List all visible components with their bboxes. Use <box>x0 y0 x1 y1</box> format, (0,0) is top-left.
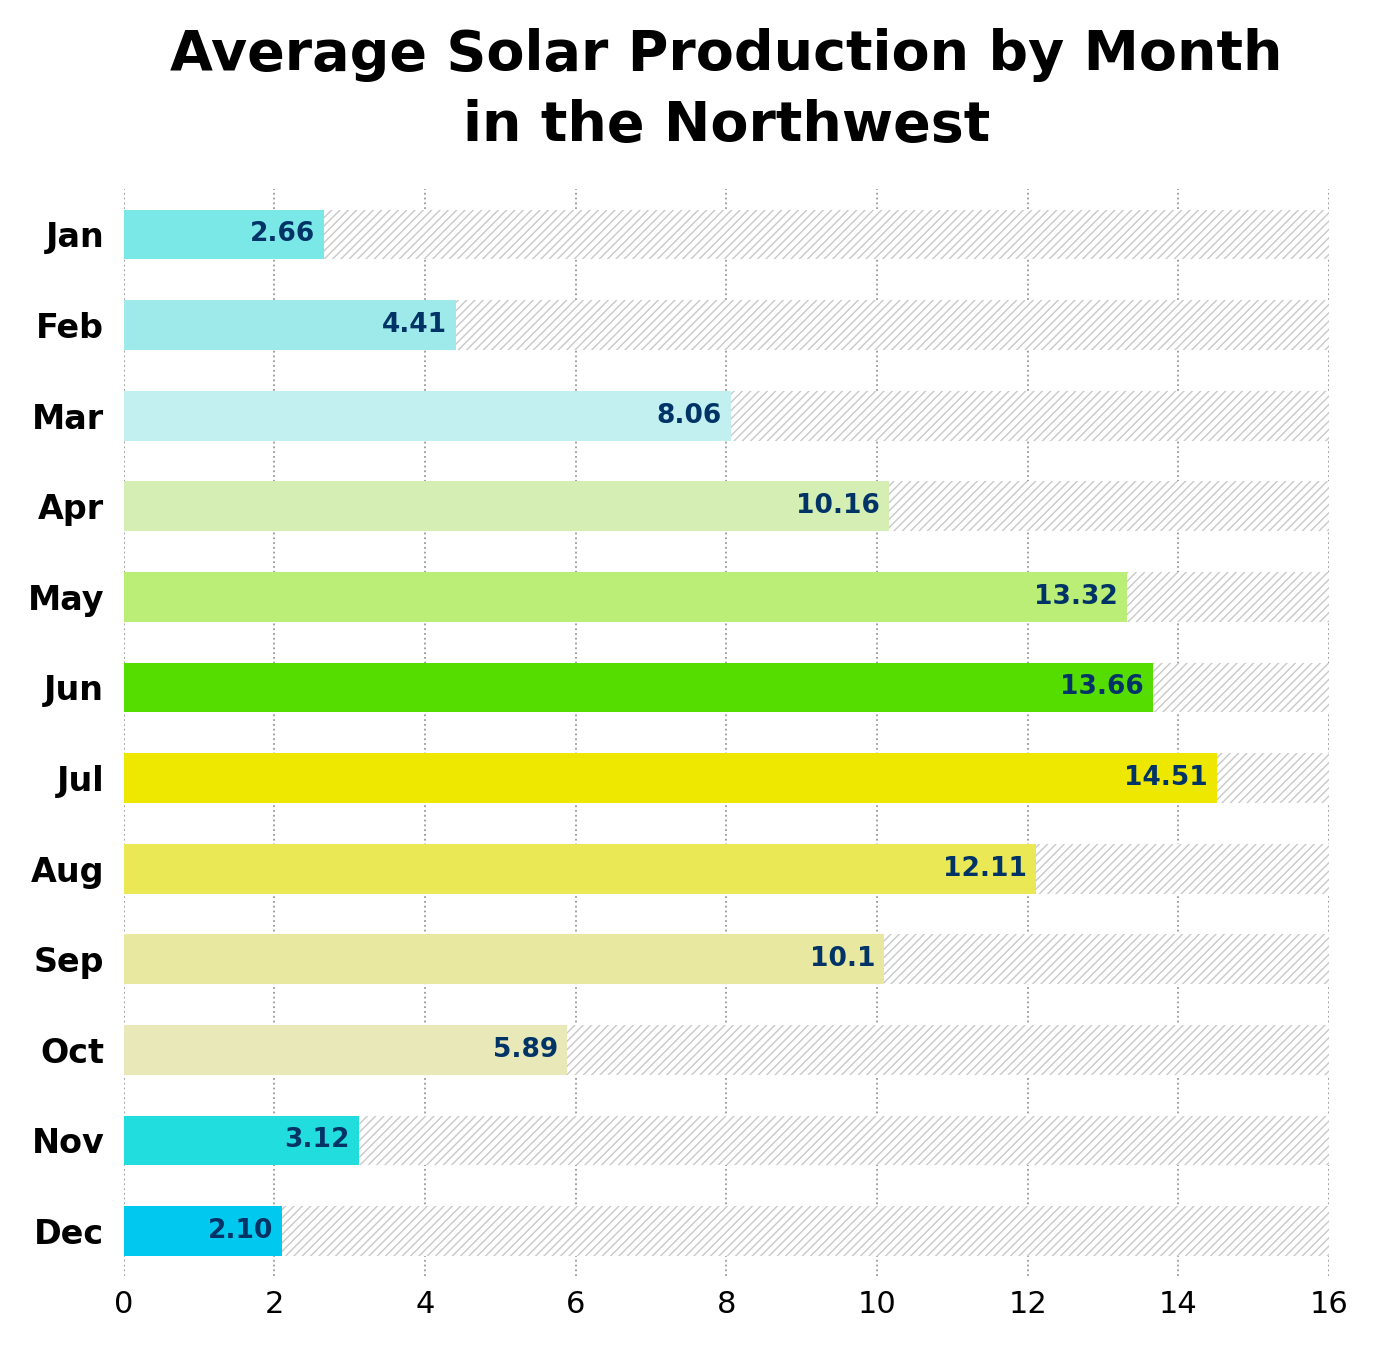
Text: 13.66: 13.66 <box>1060 675 1143 700</box>
Title: Average Solar Production by Month
in the Northwest: Average Solar Production by Month in the… <box>171 28 1282 152</box>
Bar <box>124 753 1216 803</box>
Bar <box>124 935 1329 985</box>
Bar <box>124 391 731 440</box>
Text: 10.16: 10.16 <box>797 493 879 520</box>
Bar <box>124 391 1329 440</box>
Bar <box>124 391 1329 440</box>
Text: 5.89: 5.89 <box>493 1037 559 1063</box>
Bar <box>124 481 1329 531</box>
Bar <box>124 663 1329 713</box>
Text: 4.41: 4.41 <box>381 313 447 338</box>
Bar <box>124 481 889 531</box>
Bar <box>124 210 1329 260</box>
Bar <box>124 1025 1329 1075</box>
Bar <box>124 1025 567 1075</box>
Bar <box>124 843 1329 893</box>
Text: 13.32: 13.32 <box>1035 583 1117 610</box>
Text: 3.12: 3.12 <box>285 1127 350 1153</box>
Bar <box>124 1115 1329 1165</box>
Bar <box>124 663 1329 713</box>
Bar <box>124 481 1329 531</box>
Bar <box>124 753 1329 803</box>
Text: 10.1: 10.1 <box>810 946 875 973</box>
Bar <box>124 572 1329 622</box>
Bar <box>124 1115 359 1165</box>
Bar <box>124 843 1036 893</box>
Bar <box>124 753 1329 803</box>
Bar <box>124 1206 282 1255</box>
Bar <box>124 300 455 350</box>
Bar <box>124 935 1329 985</box>
Text: 2.10: 2.10 <box>208 1218 272 1245</box>
Bar <box>124 1025 1329 1075</box>
Bar <box>124 1206 1329 1255</box>
Bar <box>124 300 1329 350</box>
Bar <box>124 572 1329 622</box>
Bar <box>124 572 1127 622</box>
Bar <box>124 1206 1329 1255</box>
Text: 12.11: 12.11 <box>943 855 1026 882</box>
Bar <box>124 1115 1329 1165</box>
Bar <box>124 210 1329 260</box>
Text: 2.66: 2.66 <box>250 221 315 248</box>
Bar <box>124 935 885 985</box>
Bar <box>124 843 1329 893</box>
Bar <box>124 210 325 260</box>
Text: 8.06: 8.06 <box>656 403 722 428</box>
Bar <box>124 300 1329 350</box>
Text: 14.51: 14.51 <box>1124 765 1208 791</box>
Bar <box>124 663 1153 713</box>
